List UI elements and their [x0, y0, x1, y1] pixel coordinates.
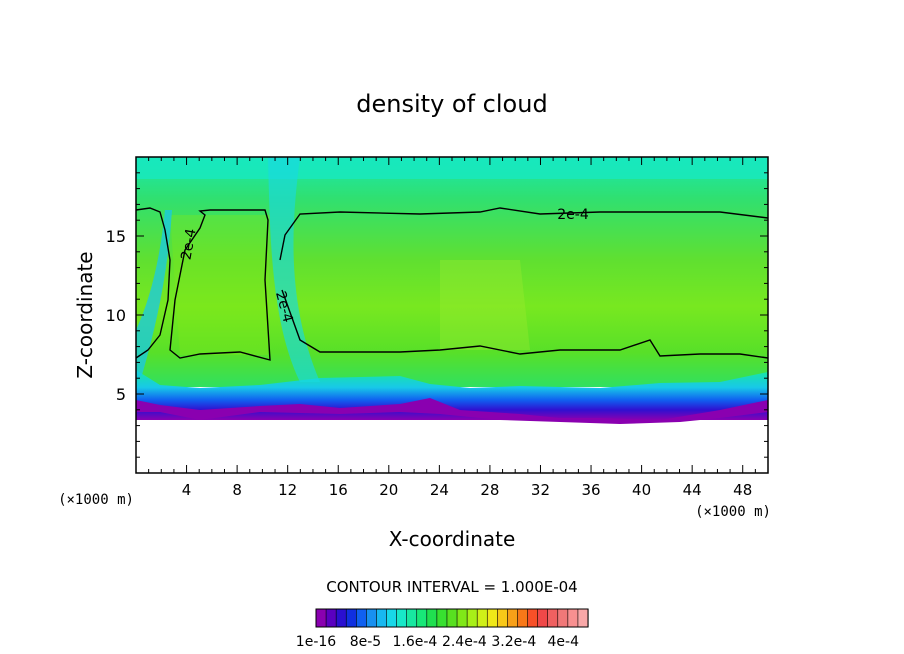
contour-label-right: 2e-4 [557, 207, 589, 223]
x-tick-label: 8 [232, 481, 242, 499]
colorbar-swatch [386, 608, 398, 628]
x-tick-label: 4 [182, 481, 192, 499]
colorbar-tick-label: 2.4e-4 [442, 634, 487, 650]
colorbar-swatch [497, 608, 509, 628]
colorbar-swatch [416, 608, 428, 628]
colorbar-swatch [527, 608, 539, 628]
x-tick-label: 40 [632, 481, 651, 499]
contour-upper [136, 207, 171, 359]
colorbar-swatch [557, 608, 569, 628]
x-axis-title: X-coordinate [389, 527, 516, 551]
colorbar [315, 608, 589, 628]
colorbar-swatch [456, 608, 468, 628]
contour-upper-main [279, 207, 768, 261]
colorbar-swatch [567, 608, 579, 628]
field-cyan-plume-mid [268, 157, 320, 382]
y-axis-title: Z-coordinate [73, 251, 97, 378]
x-tick-label: 48 [733, 481, 752, 499]
field-cyan-plume-left [136, 210, 172, 380]
x-tick-label: 20 [379, 481, 398, 499]
colorbar-swatch [517, 608, 529, 628]
colorbar-swatch [325, 608, 337, 628]
y-axis-ticks: 5 10 15 [106, 172, 768, 458]
heatmap-field [136, 157, 768, 424]
colorbar-swatch [436, 608, 448, 628]
x-tick-label: 36 [581, 481, 600, 499]
x-unit-left: (×1000 m) [58, 492, 134, 508]
colorbar-frame [315, 608, 589, 628]
contour-interval-text: CONTOUR INTERVAL = 1.000E-04 [326, 578, 577, 596]
colorbar-swatch [537, 608, 549, 628]
colorbar-swatch [406, 608, 418, 628]
colorbar-tick-label: 8e-5 [350, 634, 381, 650]
colorbar-labels: 1e-16 8e-5 1.6e-4 2.4e-4 3.2e-4 4e-4 [296, 634, 579, 650]
colorbar-swatch [507, 608, 519, 628]
colorbar-tick-label: 3.2e-4 [491, 634, 536, 650]
field-center-patch [440, 260, 530, 350]
colorbar-swatch [426, 608, 438, 628]
contour-left-column [169, 209, 271, 361]
y-tick-label: 5 [116, 385, 126, 404]
x-unit-right: (×1000 m) [695, 504, 771, 520]
field-cloud-bottom [136, 398, 768, 424]
colorbar-swatch [396, 608, 408, 628]
contour-lower-main [281, 289, 768, 359]
colorbar-tick-label: 4e-4 [548, 634, 580, 650]
y-tick-label: 15 [106, 227, 126, 246]
colorbar-swatch [547, 608, 559, 628]
colorbar-swatch [366, 608, 378, 628]
colorbar-swatch [486, 608, 498, 628]
colorbar-swatch [476, 608, 488, 628]
x-tick-label: 32 [531, 481, 550, 499]
contour-lines [136, 207, 768, 361]
x-tick-label: 44 [683, 481, 702, 499]
x-tick-label: 12 [278, 481, 297, 499]
colorbar-tick-label: 1.6e-4 [392, 634, 437, 650]
contour-label-mid: 2e-4 [272, 290, 296, 325]
colorbar-swatch [355, 608, 367, 628]
colorbar-swatch [345, 608, 357, 628]
colorbar-swatch [376, 608, 388, 628]
colorbar-swatch [446, 608, 458, 628]
chart-title: density of cloud [356, 90, 547, 118]
x-tick-label: 28 [480, 481, 499, 499]
y-tick-label: 10 [106, 306, 126, 325]
field-left-column [170, 215, 270, 355]
colorbar-tick-label: 1e-16 [296, 634, 336, 650]
colorbar-swatch [577, 608, 589, 628]
x-tick-label: 16 [329, 481, 348, 499]
colorbar-swatch [315, 608, 327, 628]
x-axis-ticks: 4 8 12 16 20 24 28 32 36 40 44 48 [148, 157, 756, 499]
contour-label-left: 2e-4 [178, 227, 199, 261]
colorbar-swatch [466, 608, 478, 628]
colorbar-swatch [335, 608, 347, 628]
x-tick-label: 24 [430, 481, 449, 499]
